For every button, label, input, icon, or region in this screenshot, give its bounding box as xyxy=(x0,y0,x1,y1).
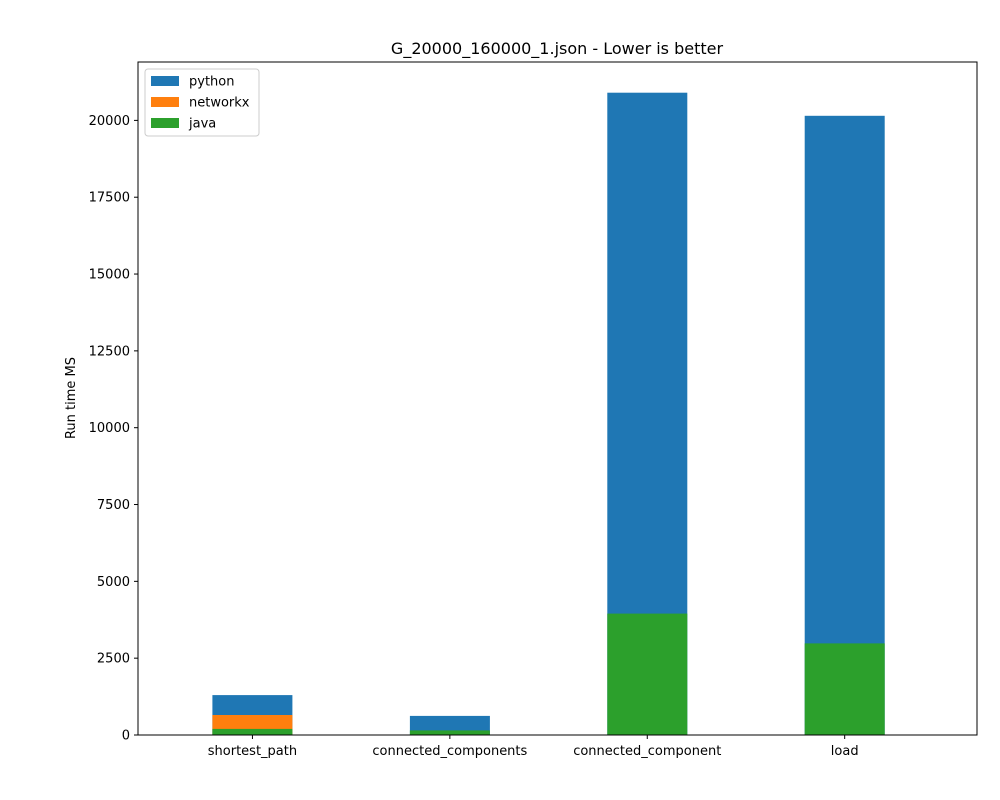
y-tick-label: 7500 xyxy=(97,498,130,513)
legend-swatch-java xyxy=(151,118,179,128)
legend-swatch-python xyxy=(151,76,179,86)
y-axis: 0 2500 5000 7500 10000 12500 15000 17500 20000 xyxy=(89,114,138,744)
y-tick-label: 15000 xyxy=(89,268,130,283)
bar-java-connected_component xyxy=(607,613,688,735)
bar-python-load xyxy=(804,115,885,736)
y-tick-label: 5000 xyxy=(97,575,130,590)
bar-java-connected_components xyxy=(409,730,490,735)
y-tick-label: 0 xyxy=(122,729,130,744)
y-tick-label: 20000 xyxy=(89,114,130,129)
legend-label-networkx: networkx xyxy=(189,96,250,111)
legend: python networkx java xyxy=(144,68,260,137)
chart-title: G_20000_160000_1.json - Lower is better xyxy=(391,39,724,59)
x-tick-label: shortest_path xyxy=(208,744,297,759)
plot-frame xyxy=(137,61,978,736)
x-tick-label: connected_components xyxy=(372,744,527,759)
x-tick-label: load xyxy=(831,744,859,759)
y-tick-label: 10000 xyxy=(89,421,130,436)
legend-label-python: python xyxy=(189,75,234,90)
x-tick-label: connected_component xyxy=(573,744,721,759)
y-tick-label: 12500 xyxy=(89,344,130,359)
x-axis: shortest_path connected_components connect… xyxy=(208,735,859,759)
bar-python-connected_components xyxy=(409,715,490,735)
bars-group xyxy=(212,92,885,736)
bar-java-shortest_path xyxy=(212,728,293,735)
bar-java-load xyxy=(804,643,885,735)
y-tick-label: 17500 xyxy=(89,191,130,206)
legend-label-java: java xyxy=(188,117,216,132)
legend-swatch-networkx xyxy=(151,97,179,107)
y-axis-label: Run time MS xyxy=(64,357,79,439)
y-tick-label: 2500 xyxy=(97,652,130,667)
